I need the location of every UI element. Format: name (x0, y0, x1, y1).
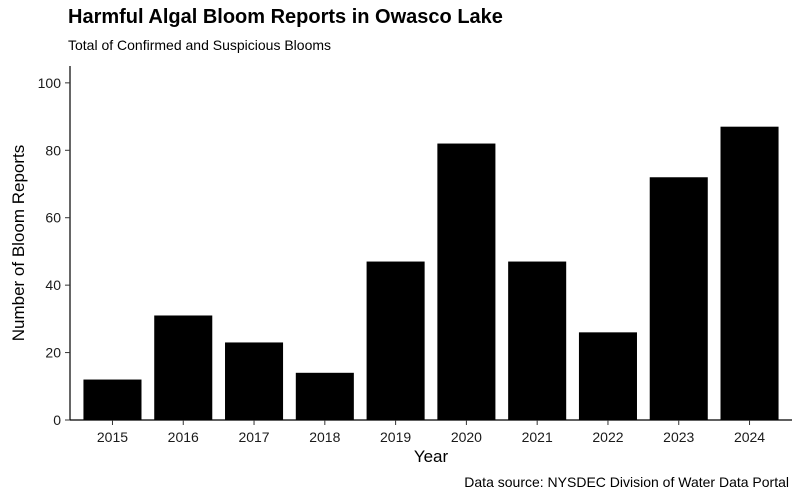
bar-2024 (720, 126, 779, 420)
x-tick-label: 2023 (663, 429, 694, 445)
bar-2020 (437, 143, 496, 421)
bar-2015 (83, 379, 142, 420)
y-tick-label: 100 (38, 75, 62, 91)
x-tick-label: 2018 (309, 429, 340, 445)
y-ticks-group: 0 20 40 60 80 100 (38, 75, 70, 428)
axes-group (69, 66, 792, 421)
x-tick-label: 2022 (592, 429, 623, 445)
y-tick-label: 0 (53, 412, 61, 428)
x-tick-label: 2024 (734, 429, 765, 445)
bar-2016 (154, 315, 213, 420)
bar-2021 (508, 261, 567, 420)
x-axis-title: Year (414, 447, 449, 466)
x-tick-label: 2021 (522, 429, 553, 445)
bars-group (83, 126, 779, 421)
bar-2023 (649, 177, 708, 420)
y-tick-label: 20 (45, 345, 61, 361)
x-tick-label: 2019 (380, 429, 411, 445)
bar-2018 (295, 372, 354, 420)
bar-2017 (225, 342, 284, 420)
bar-2019 (366, 261, 425, 420)
x-tick-label: 2015 (97, 429, 128, 445)
data-source-caption: Data source: NYSDEC Division of Water Da… (464, 474, 789, 490)
x-ticks-group: 2015 2016 2017 2018 2019 2020 2021 2022 2023 2024 (97, 420, 765, 445)
y-tick-label: 80 (45, 142, 61, 158)
y-tick-label: 40 (45, 277, 61, 293)
y-axis-title: Number of Bloom Reports (9, 145, 28, 342)
x-tick-label: 2017 (238, 429, 269, 445)
chart-subtitle: Total of Confirmed and Suspicious Blooms (68, 37, 332, 53)
x-tick-label: 2020 (451, 429, 482, 445)
chart-title: Harmful Algal Bloom Reports in Owasco La… (68, 6, 503, 28)
bar-2022 (578, 332, 637, 420)
y-tick-label: 60 (45, 210, 61, 226)
x-tick-label: 2016 (168, 429, 199, 445)
